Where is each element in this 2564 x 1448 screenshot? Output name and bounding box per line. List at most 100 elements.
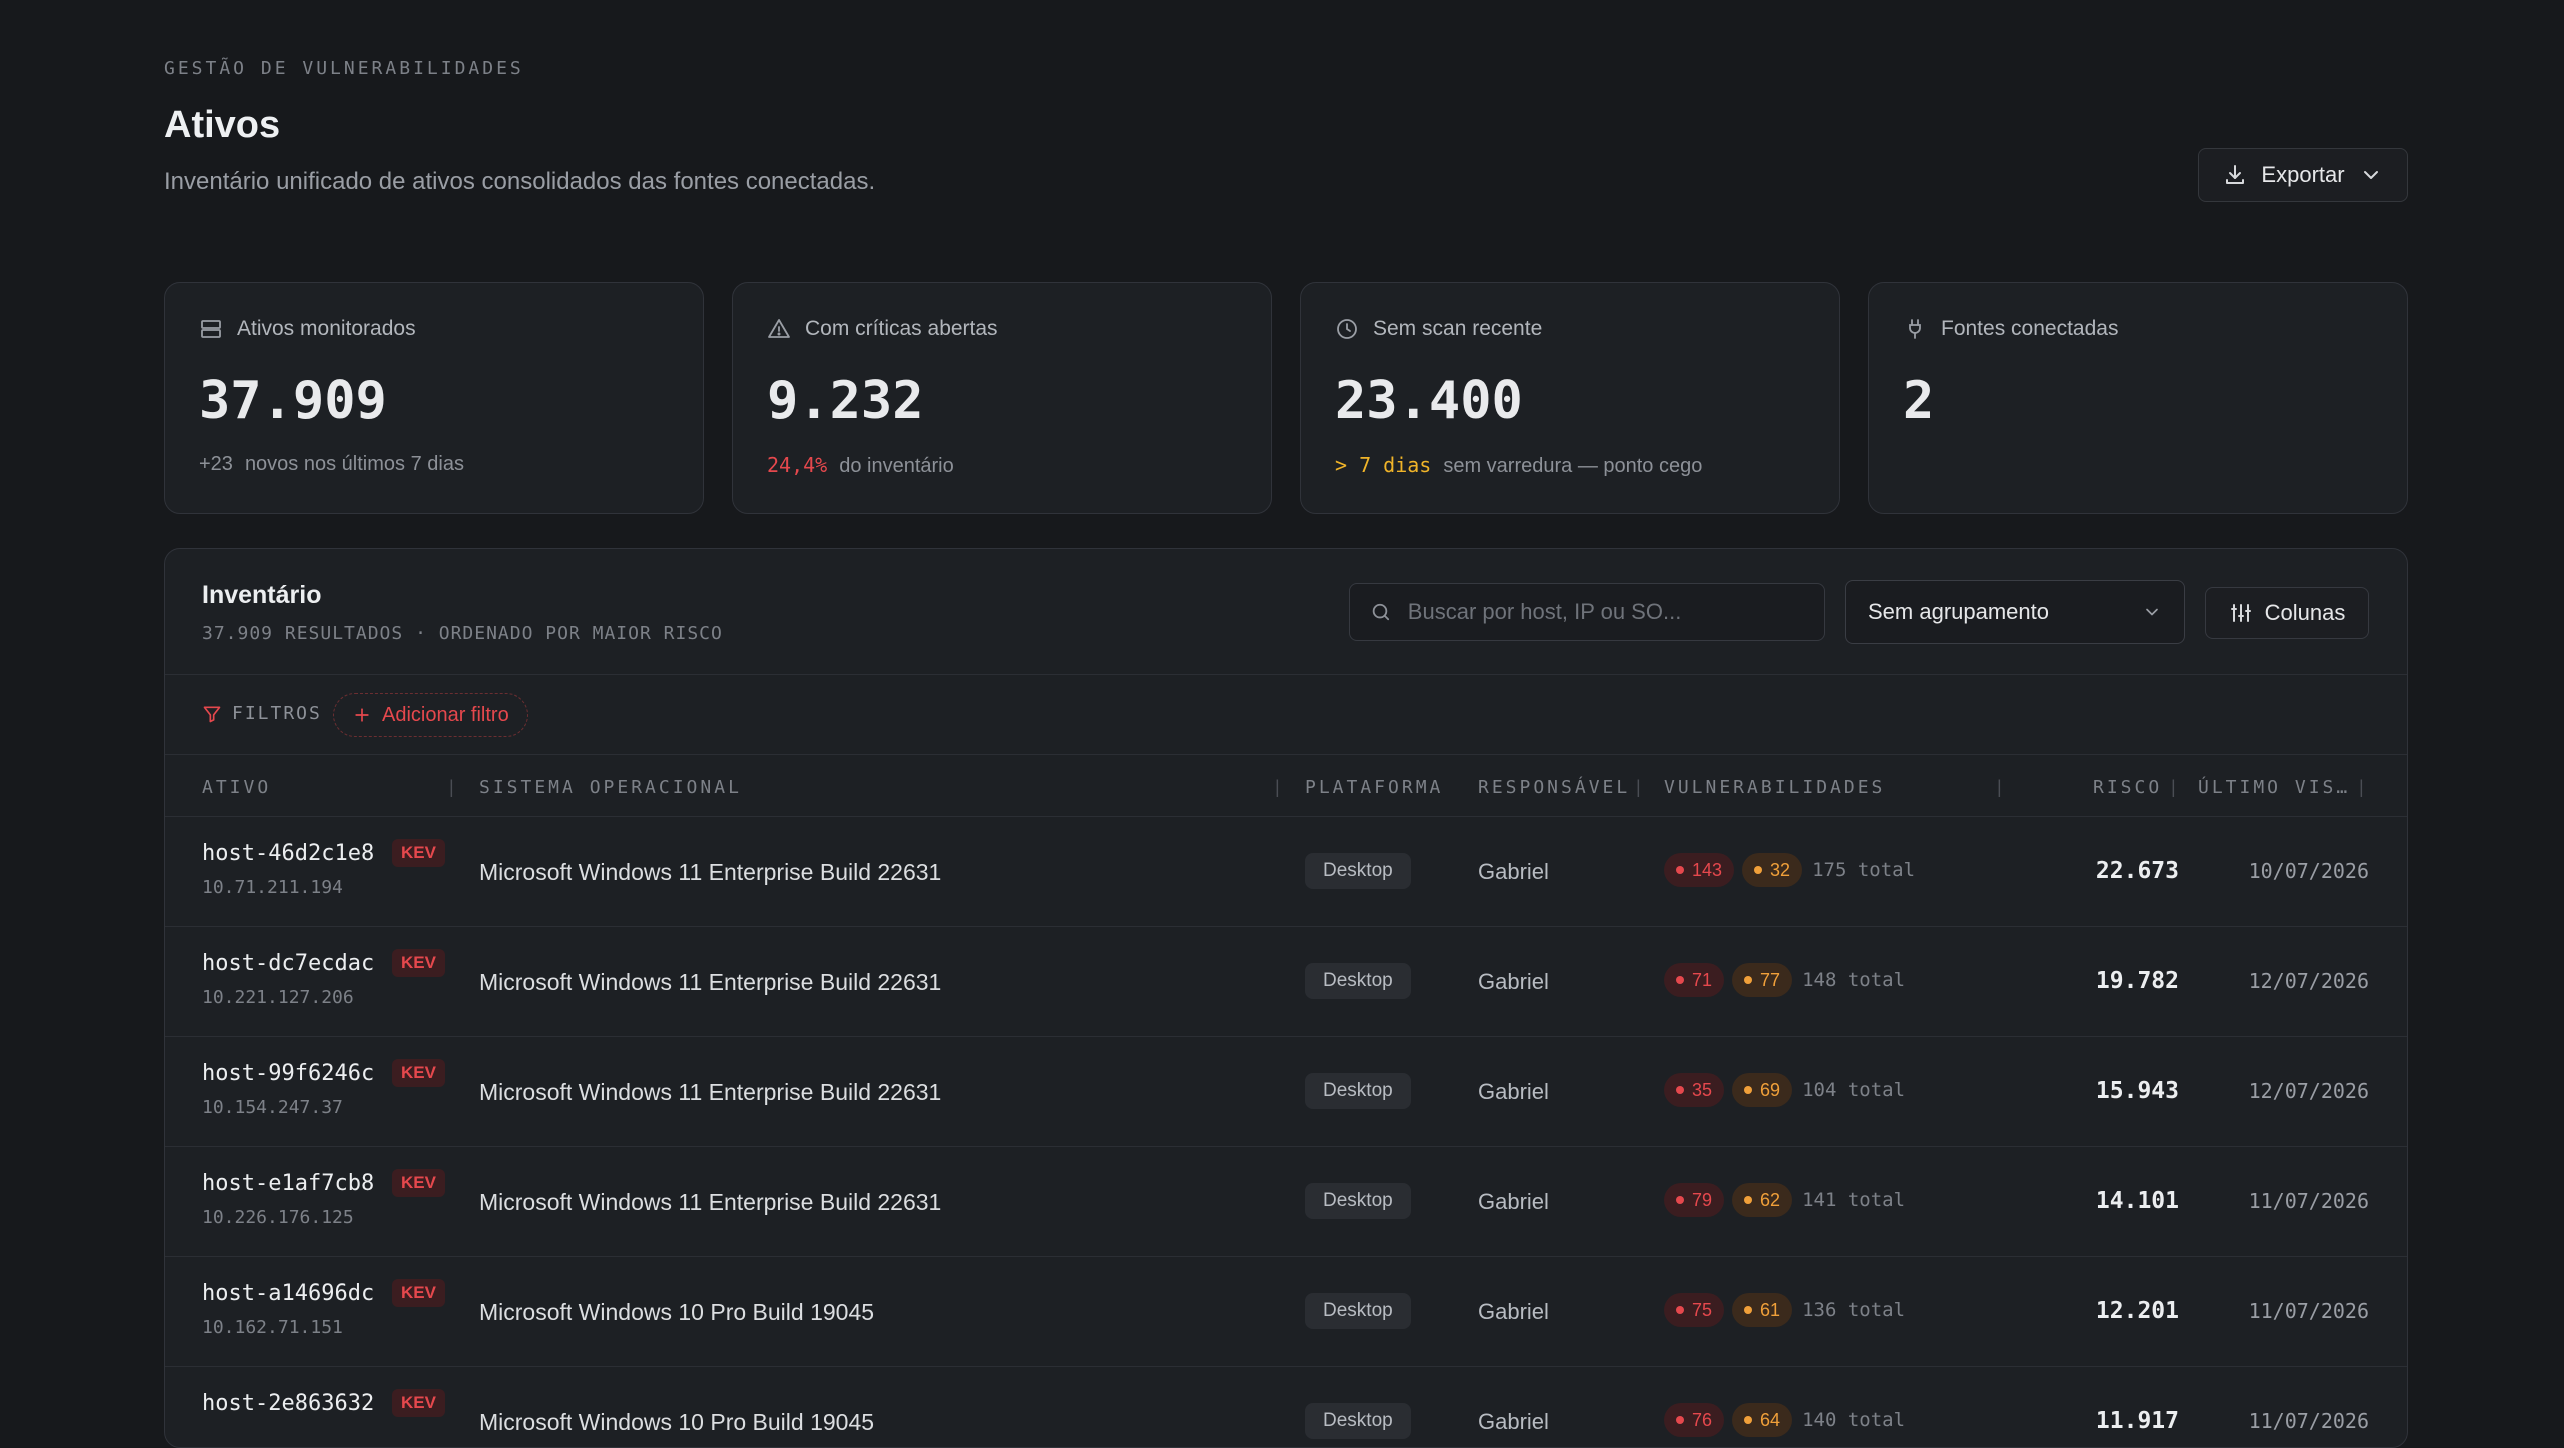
column-divider[interactable]: | xyxy=(1275,777,1280,797)
vulnerability-total: 141 total xyxy=(1802,1189,1906,1211)
table-row[interactable]: host-99f6246c KEV 10.154.247.37 Microsof… xyxy=(165,1037,2407,1147)
inventory-header: Inventário 37.909 RESULTADOS · ORDENADO … xyxy=(165,549,2407,675)
table-row[interactable]: host-e1af7cb8 KEV 10.226.176.125 Microso… xyxy=(165,1147,2407,1257)
server-icon xyxy=(201,320,221,338)
critical-count-pill: 143 xyxy=(1664,853,1735,887)
critical-dot-icon xyxy=(1676,1306,1684,1314)
asset-ip: 10.154.247.37 xyxy=(202,1097,343,1118)
high-dot-icon xyxy=(1744,1086,1753,1094)
table-row[interactable]: host-46d2c1e8 KEV 10.71.211.194 Microsof… xyxy=(165,817,2407,927)
high-count-pill: 62 xyxy=(1732,1183,1793,1217)
filters-bar: FILTROS Adicionar filtro xyxy=(165,675,2407,755)
critical-count-pill: 75 xyxy=(1664,1293,1725,1327)
inventory-title: Inventário xyxy=(202,581,322,609)
risk-score: 15.943 xyxy=(2095,1078,2179,1104)
table-row[interactable]: host-dc7ecdac KEV 10.221.127.206 Microso… xyxy=(165,927,2407,1037)
kev-badge: KEV xyxy=(392,1169,445,1197)
high-count-pill: 61 xyxy=(1732,1293,1793,1327)
add-filter-button[interactable]: Adicionar filtro xyxy=(333,693,528,737)
asset-hostname[interactable]: host-a14696dc xyxy=(202,1281,375,1306)
asset-ip: 10.226.176.125 xyxy=(202,1207,354,1228)
asset-hostname[interactable]: host-dc7ecdac xyxy=(202,951,375,976)
critical-count-pill: 71 xyxy=(1664,963,1725,997)
stat-cards: Ativos monitorados 37.909 +23 novos nos … xyxy=(164,282,2408,514)
vulnerability-counts: 143 32 175 total xyxy=(1664,853,1915,887)
column-header-os[interactable]: SISTEMA OPERACIONAL xyxy=(479,777,742,798)
chevron-down-icon xyxy=(2363,171,2378,179)
filters-label: FILTROS xyxy=(202,703,322,724)
stat-card-label: Fontes conectadas xyxy=(1941,317,2119,340)
platform-badge: Desktop xyxy=(1305,1183,1411,1219)
high-dot-icon xyxy=(1744,976,1753,984)
stat-card-label: Com críticas abertas xyxy=(805,317,998,340)
table-row[interactable]: host-2e863632 KEV Microsoft Windows 10 P… xyxy=(165,1367,2407,1447)
column-header-asset[interactable]: ATIVO xyxy=(202,777,272,798)
os-cell: Microsoft Windows 10 Pro Build 19045 xyxy=(479,1409,875,1435)
last-seen-date: 12/07/2026 xyxy=(2248,1079,2369,1103)
vulnerability-counts: 75 61 136 total xyxy=(1664,1293,1905,1327)
critical-dot-icon xyxy=(1676,976,1684,984)
table-header: ATIVO | SISTEMA OPERACIONAL | PLATAFORMA… xyxy=(165,755,2407,817)
asset-ip: 10.71.211.194 xyxy=(202,877,343,898)
column-header-vulns[interactable]: VULNERABILIDADES xyxy=(1664,777,1886,798)
vulnerability-total: 140 total xyxy=(1802,1409,1906,1431)
page-title: Ativos xyxy=(164,104,281,146)
columns-button[interactable]: Colunas xyxy=(2205,587,2369,639)
vulnerability-counts: 79 62 141 total xyxy=(1664,1183,1905,1217)
high-count-pill: 77 xyxy=(1732,963,1793,997)
critical-count-pill: 79 xyxy=(1664,1183,1725,1217)
asset-hostname[interactable]: host-99f6246c xyxy=(202,1061,375,1086)
column-divider[interactable]: | xyxy=(449,777,454,797)
export-button-label: Exportar xyxy=(2261,162,2345,187)
column-header-platform[interactable]: PLATAFORMA xyxy=(1305,777,1444,798)
asset-hostname[interactable]: host-e1af7cb8 xyxy=(202,1171,375,1196)
column-divider[interactable]: | xyxy=(1636,777,1641,797)
kev-badge: KEV xyxy=(392,949,445,977)
inventory-result-count: 37.909 RESULTADOS · ORDENADO POR MAIOR R… xyxy=(202,623,723,644)
search-box[interactable] xyxy=(1349,583,1825,641)
table-row[interactable]: host-a14696dc KEV 10.162.71.151 Microsof… xyxy=(165,1257,2407,1367)
risk-score: 14.101 xyxy=(2095,1188,2179,1214)
last-seen-date: 11/07/2026 xyxy=(2248,1189,2369,1213)
column-divider[interactable]: | xyxy=(2171,777,2176,797)
export-button[interactable]: Exportar xyxy=(2198,148,2408,202)
asset-hostname[interactable]: host-46d2c1e8 xyxy=(202,841,375,866)
stat-card-threshold: > 7 dias xyxy=(1335,453,1432,477)
vulnerability-total: 148 total xyxy=(1802,969,1906,991)
vulnerability-total: 175 total xyxy=(1812,859,1916,881)
high-dot-icon xyxy=(1744,1196,1753,1204)
vulnerability-total: 104 total xyxy=(1802,1079,1906,1101)
vulnerability-counts: 35 69 104 total xyxy=(1664,1073,1905,1107)
column-divider[interactable]: | xyxy=(2359,777,2364,797)
critical-count-pill: 35 xyxy=(1664,1073,1725,1107)
column-divider[interactable]: | xyxy=(1997,777,2002,797)
vulnerability-counts: 71 77 148 total xyxy=(1664,963,1905,997)
asset-hostname[interactable]: host-2e863632 xyxy=(202,1391,375,1416)
grouping-select[interactable]: Sem agrupamento xyxy=(1845,580,2185,644)
stat-card-no-scan: Sem scan recente 23.400 > 7 dias sem var… xyxy=(1300,282,1840,514)
high-dot-icon xyxy=(1744,1416,1753,1424)
download-icon xyxy=(2226,165,2245,184)
platform-badge: Desktop xyxy=(1305,1403,1411,1439)
critical-dot-icon xyxy=(1676,866,1684,874)
high-dot-icon xyxy=(1754,866,1763,874)
stat-card-label: Ativos monitorados xyxy=(237,317,416,340)
platform-badge: Desktop xyxy=(1305,963,1411,999)
column-header-risk[interactable]: RISCO xyxy=(2093,777,2163,798)
os-cell: Microsoft Windows 10 Pro Build 19045 xyxy=(479,1299,875,1325)
kev-badge: KEV xyxy=(392,1059,445,1087)
platform-badge: Desktop xyxy=(1305,853,1411,889)
kev-badge: KEV xyxy=(392,1389,445,1417)
vulnerability-counts: 76 64 140 total xyxy=(1664,1403,1905,1437)
column-header-owner[interactable]: RESPONSÁVEL xyxy=(1478,777,1631,798)
add-filter-label: Adicionar filtro xyxy=(382,703,509,726)
filter-icon xyxy=(203,706,221,722)
stat-card-critical: Com críticas abertas 9.232 24,4% do inve… xyxy=(732,282,1272,514)
search-input[interactable] xyxy=(1407,599,1804,625)
column-header-last-seen[interactable]: ÚLTIMO VIS… xyxy=(2198,777,2351,798)
owner-cell: Gabriel xyxy=(1478,1299,1549,1324)
clock-icon xyxy=(1337,319,1357,339)
os-cell: Microsoft Windows 11 Enterprise Build 22… xyxy=(479,859,942,885)
high-count-pill: 32 xyxy=(1742,853,1803,887)
kev-badge: KEV xyxy=(392,1279,445,1307)
